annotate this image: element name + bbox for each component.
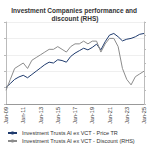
svg-text:Investment Companies performan: Investment Companies performance and xyxy=(11,7,139,15)
svg-text:Jan-23: Jan-23 xyxy=(124,107,130,124)
svg-text:Investment Trusts AI ex VCT -: Investment Trusts AI ex VCT - Discount (… xyxy=(22,138,135,144)
svg-text:discount (RHS): discount (RHS) xyxy=(52,15,99,23)
svg-text:Jan-11: Jan-11 xyxy=(20,107,26,123)
svg-text:Investment Trusts AI ex VCT -: Investment Trusts AI ex VCT - Price TR xyxy=(22,130,118,136)
svg-text:Jan-21: Jan-21 xyxy=(107,107,113,124)
svg-text:Jan-15: Jan-15 xyxy=(55,107,61,124)
svg-text:Jan-17: Jan-17 xyxy=(72,107,78,124)
svg-text:Jan-13: Jan-13 xyxy=(38,107,44,124)
svg-text:Jan-09: Jan-09 xyxy=(3,107,9,124)
svg-text:Jan-19: Jan-19 xyxy=(89,107,95,124)
svg-text:Jan-25: Jan-25 xyxy=(141,107,147,124)
